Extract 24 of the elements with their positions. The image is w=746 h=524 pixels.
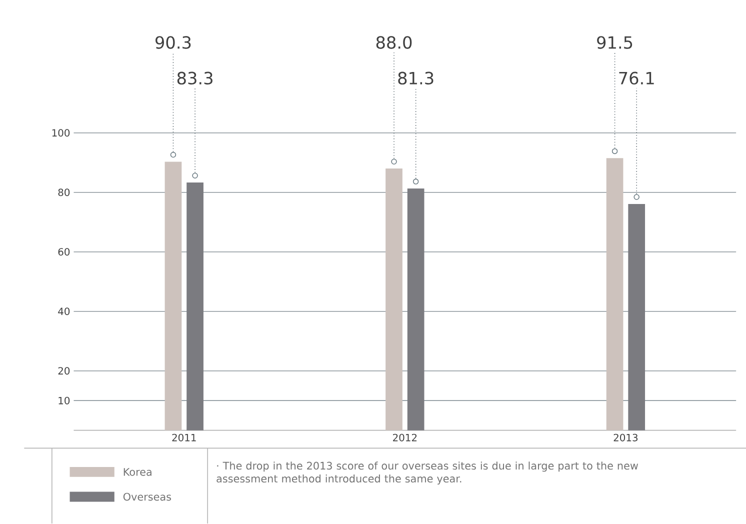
bar bbox=[407, 188, 424, 431]
y-tick-label: 20 bbox=[58, 367, 70, 375]
legend-label: Overseas bbox=[123, 493, 172, 501]
text: · The drop in the 2013 score of our overseas sites is due in large part to the new assessment method introduced the same year. bbox=[216, 462, 638, 485]
legend-label: Korea bbox=[124, 468, 152, 476]
data-label: 83.3 bbox=[177, 72, 212, 85]
x-tick-label: 2013 bbox=[614, 434, 638, 442]
data-label: 90.3 bbox=[156, 36, 191, 50]
x-tick-label: 2012 bbox=[393, 434, 417, 442]
data-label: 91.5 bbox=[597, 36, 632, 50]
y-tick-label: 60 bbox=[58, 248, 70, 256]
x-tick-label: 2011 bbox=[172, 434, 196, 442]
bar bbox=[164, 162, 182, 431]
data-label: 88.0 bbox=[376, 36, 412, 50]
bar bbox=[386, 168, 402, 431]
y-tick-label: 40 bbox=[58, 308, 70, 316]
bar bbox=[606, 158, 624, 431]
data-label: 76.1 bbox=[619, 72, 654, 85]
y-tick-label: 100 bbox=[52, 129, 70, 137]
bar bbox=[628, 204, 646, 431]
bar bbox=[186, 182, 204, 431]
y-tick-label: 10 bbox=[58, 397, 70, 405]
data-label: 81.3 bbox=[398, 72, 434, 85]
y-tick-label: 80 bbox=[58, 188, 70, 196]
